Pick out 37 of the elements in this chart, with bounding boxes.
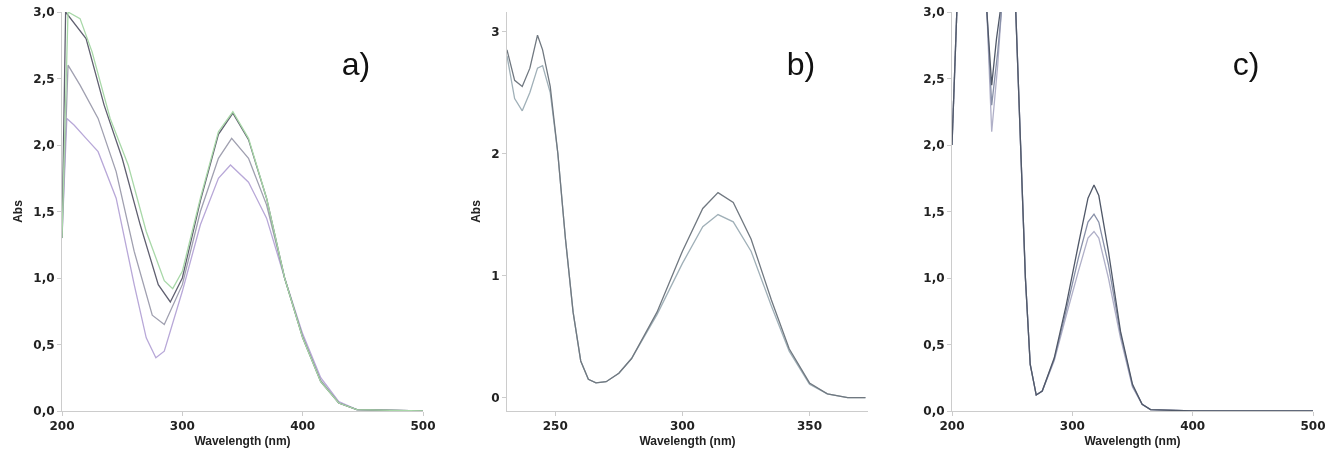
x-axis-title: Wavelength (nm) <box>639 434 736 449</box>
y-tick-label: 3,0 <box>923 5 945 20</box>
y-tick-label: 2,5 <box>33 71 55 86</box>
x-tick-label: 500 <box>1300 419 1326 434</box>
y-tick-label: 2,0 <box>923 138 945 153</box>
y-axis-title: Abs <box>10 199 25 223</box>
x-tick-label: 350 <box>797 419 823 434</box>
x-tick-label: 300 <box>669 419 695 434</box>
y-tick-label: 1,5 <box>33 204 55 219</box>
x-tick-label: 200 <box>939 419 965 434</box>
y-tick-label: 0,0 <box>923 404 945 419</box>
y-tick-label: 0 <box>491 390 500 405</box>
y-tick-label: 1 <box>491 268 500 283</box>
y-tick-label: 2,5 <box>923 71 945 86</box>
x-tick-label: 500 <box>410 419 436 434</box>
y-tick-label: 2,0 <box>33 138 55 153</box>
y-tick-label: 1,0 <box>33 271 55 286</box>
y-tick-label: 0,5 <box>923 337 945 352</box>
x-tick-label: 300 <box>169 419 195 434</box>
x-tick-label: 200 <box>49 419 75 434</box>
x-axis-title: Wavelength (nm) <box>194 434 291 449</box>
y-tick-label: 0,0 <box>33 404 55 419</box>
text: b) <box>786 46 816 83</box>
x-tick-label: 400 <box>1180 419 1206 434</box>
x-tick-label: 400 <box>290 419 316 434</box>
y-tick-label: 2 <box>491 146 500 161</box>
y-tick-label: 0,5 <box>33 337 55 352</box>
y-tick-label: 1,5 <box>923 204 945 219</box>
text: a) <box>341 46 371 83</box>
y-tick-label: 3 <box>491 24 500 39</box>
x-tick-label: 250 <box>542 419 568 434</box>
text: c) <box>1232 46 1260 83</box>
y-tick-label: 1,0 <box>923 271 945 286</box>
y-tick-label: 3,0 <box>33 5 55 20</box>
x-tick-label: 300 <box>1059 419 1085 434</box>
x-axis-title: Wavelength (nm) <box>1084 434 1181 449</box>
y-axis-title: Abs <box>468 199 483 223</box>
